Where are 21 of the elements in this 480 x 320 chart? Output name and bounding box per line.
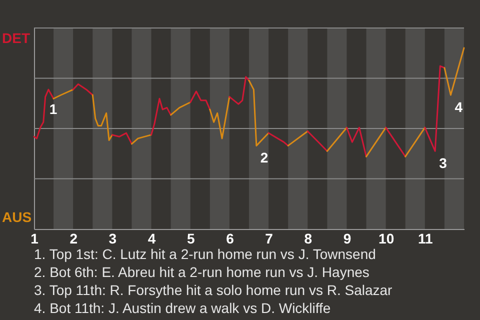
text: AUS (2, 209, 32, 225)
annotation: 4 (454, 99, 463, 115)
x-tick-label: 1 (30, 230, 39, 246)
text: 4. Bot 11th: J. Austin drew a walk vs D. Wickliffe (34, 299, 332, 317)
x-tick-label: 9 (343, 230, 352, 246)
text: 1. Top 1st: C. Lutz hit a 2-run home run vs J. Townsend (34, 245, 377, 263)
x-tick-label: 5 (186, 230, 195, 246)
x-tick-label: 11 (418, 230, 434, 246)
text: 2. Bot 6th: E. Abreu hit a 2-run home run vs J. Haynes (34, 263, 370, 281)
annotation: 3 (439, 155, 448, 172)
x-tick-label: 2 (70, 230, 78, 246)
text: DET (2, 30, 30, 46)
text: 3. Top 11th: R. Forsythe hit a solo home run vs R. Salazar (34, 281, 392, 299)
x-tick-label: 7 (265, 230, 274, 246)
x-tick-label: 8 (304, 230, 312, 246)
x-tick-label: 10 (378, 230, 394, 246)
annotation: 1 (49, 100, 58, 117)
x-tick-label: 6 (226, 230, 234, 246)
annotation: 2 (260, 150, 268, 166)
x-tick-label: 3 (108, 230, 117, 246)
x-tick-label: 4 (148, 230, 156, 246)
